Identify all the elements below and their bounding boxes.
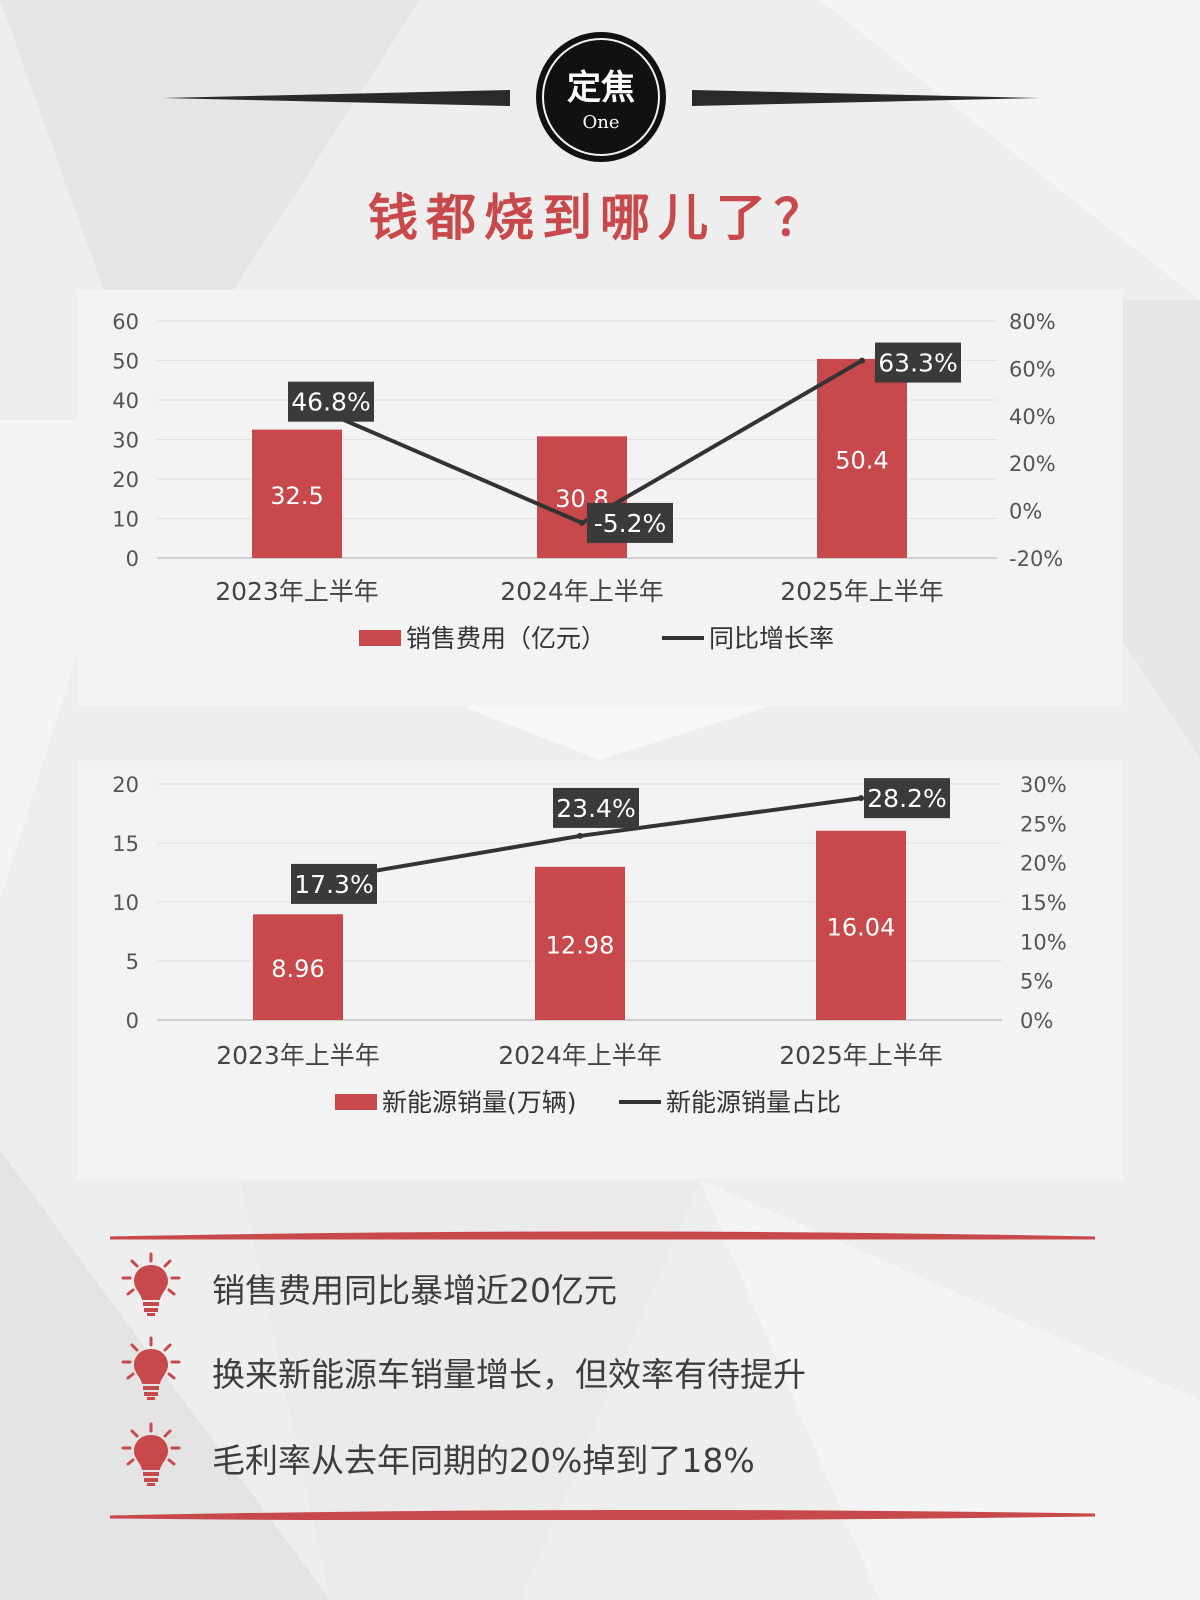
line-value-label: 28.2% (867, 784, 946, 813)
header-divider (162, 90, 1040, 106)
category-label: 2023年上半年 (215, 577, 379, 606)
bar (253, 914, 343, 1020)
y-right-tick-label: 80% (1009, 310, 1056, 334)
top-brush-divider (109, 1231, 1096, 1241)
y-right-tick-label: 10% (1020, 930, 1067, 954)
badge-title: 定焦 (567, 68, 635, 108)
y-left-tick-label: 40 (112, 389, 139, 413)
header: 定焦 One (0, 0, 1200, 170)
legend-line-label: 同比增长率 (709, 624, 834, 653)
key-takeaways: 销售费用同比暴增近20亿元换来新能源车销量增长，但效率有待提升 毛利率从去年同期的… (0, 1230, 1200, 1520)
legend-line-label: 新能源销量占比 (666, 1088, 841, 1117)
y-right-tick-label: 0% (1009, 500, 1042, 524)
y-right-tick-label: 20% (1020, 852, 1067, 876)
bar-value-label: 8.96 (271, 955, 324, 983)
bar (817, 358, 907, 558)
bar-value-label: 16.04 (827, 913, 896, 941)
line-value-label: 46.8% (291, 388, 370, 417)
y-left-tick-label: 20 (112, 773, 139, 797)
y-left-tick-label: 30 (112, 429, 139, 453)
line-point (858, 795, 864, 802)
bar-value-label: 50.4 (835, 446, 888, 474)
takeaway-text: 换来新能源车销量增长，但效率有待提升 (212, 1355, 806, 1394)
line-value-label: -5.2% (594, 509, 667, 538)
y-right-tick-label: 25% (1020, 812, 1067, 836)
y-left-tick-label: 10 (112, 508, 139, 532)
takeaways-dividers (109, 1231, 1096, 1520)
line-value-label-box (553, 787, 639, 828)
y-left-tick-label: 0 (126, 547, 139, 571)
line-value-label: 23.4% (556, 794, 635, 823)
y-left-tick-label: 0 (126, 1009, 139, 1033)
bar-value-label: 32.5 (270, 482, 323, 510)
lightbulb-icon (121, 1252, 181, 1316)
line-value-label-box (288, 381, 374, 422)
y-right-tick-label: 0% (1020, 1009, 1053, 1033)
bar (816, 830, 906, 1020)
line-value-label-box (291, 863, 377, 904)
y-left-tick-label: 5 (126, 950, 139, 974)
line-value-label: 17.3% (294, 870, 373, 899)
y-right-tick-label: 60% (1009, 357, 1056, 381)
category-label: 2024年上半年 (498, 1041, 662, 1070)
nev-sales-chart: 0 5 10 15 20 0% 5% 10% 15% 20% 25% 30% 8.96 12.98 16.0… (112, 773, 1067, 1117)
section-badge: 定焦 One (536, 32, 666, 162)
legend-bar-label: 销售费用（亿元） (406, 624, 606, 653)
category-label: 2025年上半年 (779, 1041, 943, 1070)
page-title: 钱都烧到哪儿了？ (368, 189, 832, 247)
line-value-label-box (864, 778, 950, 819)
line-point (577, 832, 583, 839)
lightbulb-icon (121, 1422, 181, 1486)
y-left-tick-label: 20 (112, 468, 139, 492)
line-value-label: 63.3% (878, 349, 957, 378)
takeaway-text: 毛利率从去年同期的20%掉到了18% (212, 1441, 755, 1480)
chart-panel-sales-expense: 0 10 20 30 40 50 60 -20% 0% 20% 40% 60% 80% 32.5 30.8 5… (77, 290, 1123, 706)
line-point (579, 519, 585, 526)
legend-bar-swatch (359, 630, 401, 646)
bar (252, 429, 342, 558)
y-right-tick-label: 40% (1009, 405, 1056, 429)
line-value-label-box (875, 342, 961, 383)
badge-ring (542, 38, 660, 156)
chart-panel-nev-sales: 0 5 10 15 20 0% 5% 10% 15% 20% 25% 30% 8.96 12.98 16.0… (77, 761, 1123, 1179)
badge-subtitle: One (582, 112, 620, 133)
bar (535, 866, 625, 1020)
bottom-brush-divider (109, 1509, 1096, 1520)
y-right-tick-label: 15% (1020, 891, 1067, 915)
y-left-tick-label: 60 (112, 310, 139, 334)
bar-value-label: 12.98 (546, 931, 615, 959)
takeaway-text: 销售费用同比暴增近20亿元 (212, 1271, 617, 1310)
y-right-tick-label: 20% (1009, 452, 1056, 476)
legend-bar-label: 新能源销量(万辆) (382, 1088, 577, 1117)
y-left-tick-label: 15 (112, 832, 139, 856)
y-right-tick-label: 30% (1020, 773, 1067, 797)
legend-bar-swatch (335, 1094, 377, 1110)
category-label: 2023年上半年 (216, 1041, 380, 1070)
line-point (859, 357, 865, 364)
category-label: 2024年上半年 (500, 577, 664, 606)
category-label: 2025年上半年 (780, 577, 944, 606)
y-right-tick-label: -20% (1009, 547, 1063, 571)
y-left-tick-label: 50 (112, 350, 139, 374)
y-left-tick-label: 10 (112, 891, 139, 915)
lightbulb-icon (121, 1336, 181, 1400)
line-value-label-box (587, 502, 673, 543)
y-right-tick-label: 5% (1020, 970, 1053, 994)
